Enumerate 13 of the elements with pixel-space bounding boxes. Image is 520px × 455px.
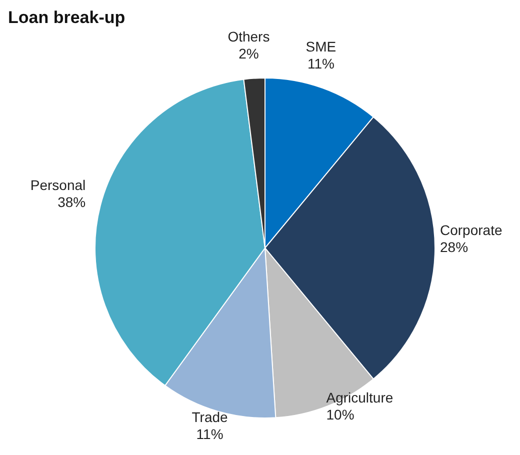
- chart-title: Loan break-up: [8, 8, 126, 27]
- slice-label: Trade: [192, 408, 228, 425]
- slice-label: Agriculture: [326, 389, 394, 406]
- data-label: 11%: [307, 56, 334, 72]
- slice-label: Corporate: [440, 222, 502, 238]
- data-label: 10%: [326, 406, 354, 422]
- slice-label: Others: [228, 28, 270, 44]
- data-label: 11%: [196, 426, 224, 442]
- data-label: 38%: [58, 194, 86, 210]
- data-label: 2%: [238, 45, 259, 62]
- data-label: 28%: [440, 239, 468, 255]
- slice-label: Personal: [30, 177, 86, 194]
- slice-label: SME: [306, 38, 336, 55]
